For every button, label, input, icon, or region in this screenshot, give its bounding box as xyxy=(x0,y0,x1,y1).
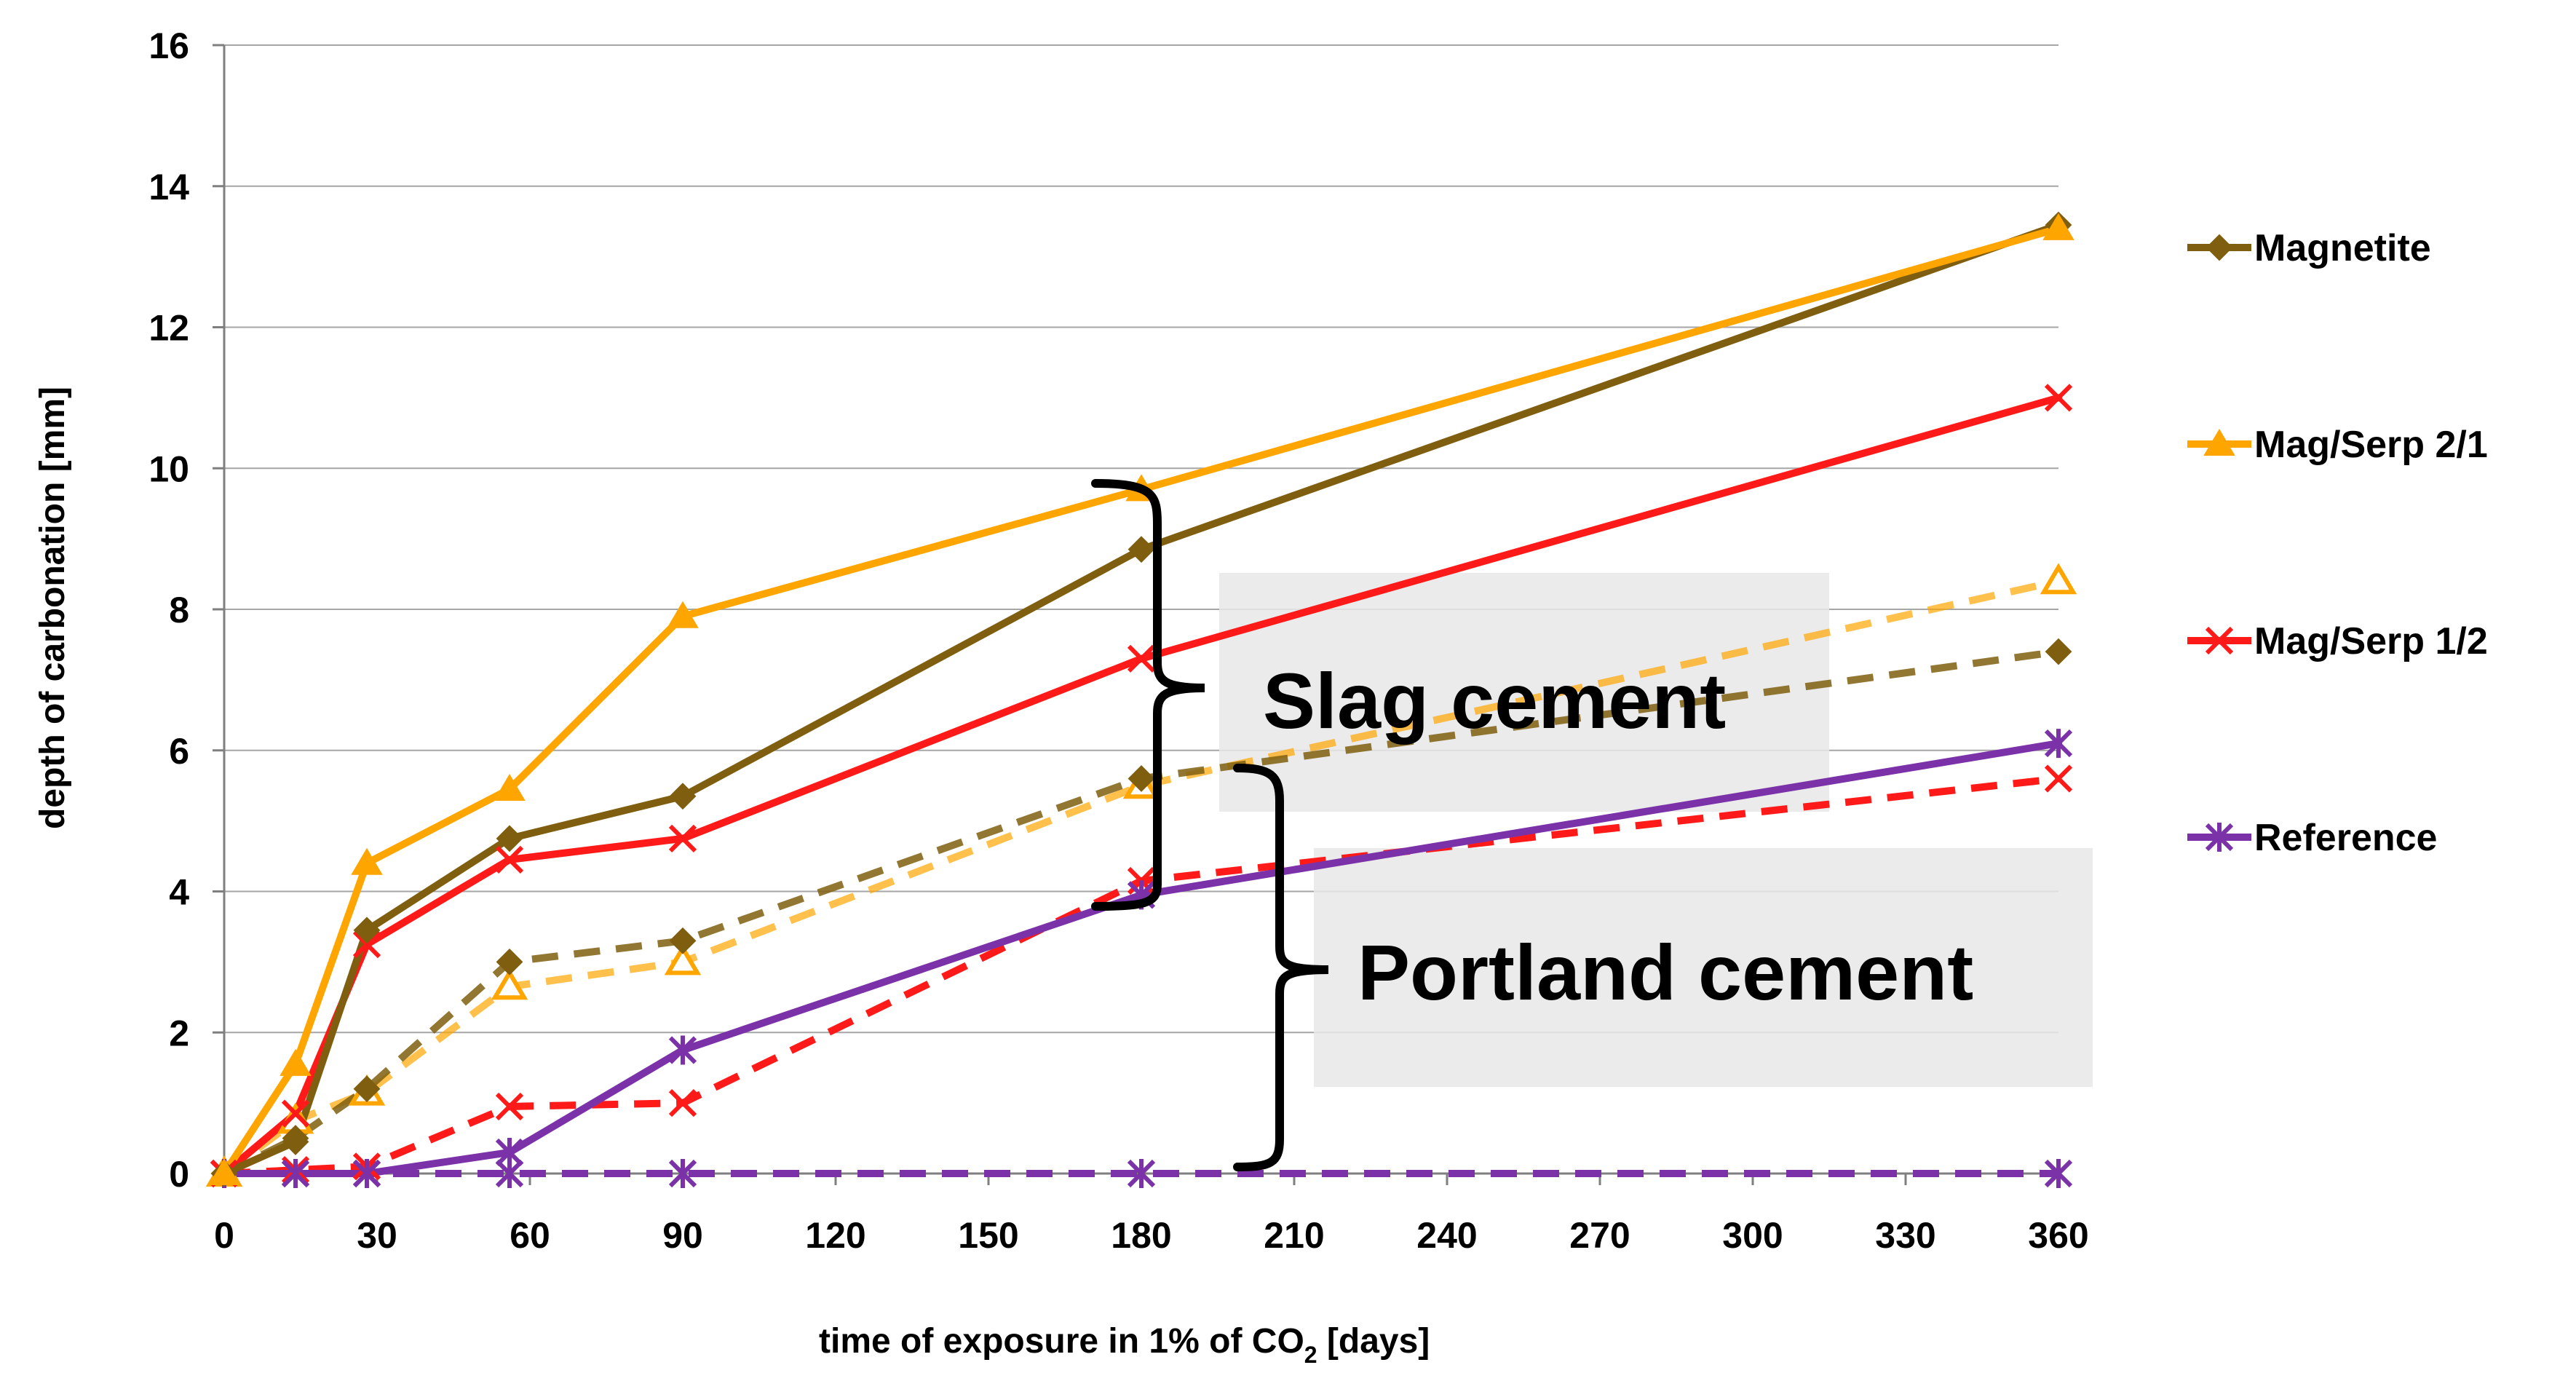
y-tick-label: 4 xyxy=(169,872,189,913)
slag-cement-brace xyxy=(1091,479,1205,911)
point-magnetite-slag-14 xyxy=(282,1128,309,1155)
x-tick-label: 30 xyxy=(357,1215,397,1256)
x-axis-title-main: time of exposure in 1% of CO xyxy=(819,1322,1304,1361)
x-tick-label: 0 xyxy=(214,1215,234,1256)
point-reference-slag-56 xyxy=(495,1137,524,1167)
slag-cement-shade xyxy=(1219,573,1829,812)
x-tick-label: 60 xyxy=(510,1215,550,1256)
point-mag-serp-1-2-slag-90 xyxy=(668,824,697,852)
point-mag-serp-1-2-portland-56 xyxy=(495,1092,524,1121)
point-mag-serp-1-2-portland-360 xyxy=(2044,764,2073,793)
point-reference-slag-360 xyxy=(2044,729,2073,759)
x-axis-title-subscript: 2 xyxy=(1304,1342,1317,1368)
portland-cement-shade xyxy=(1314,848,2093,1087)
legend-marker-reference xyxy=(2205,823,2234,852)
point-mag-serp-1-2-slag-180 xyxy=(1127,644,1156,673)
x-tick-label: 240 xyxy=(1416,1215,1477,1256)
point-mag-serp-2-1-slag-90 xyxy=(667,601,699,628)
point-magnetite-portland-180 xyxy=(1128,765,1155,792)
x-tick-label: 330 xyxy=(1875,1215,1935,1256)
point-mag-serp-1-2-slag-28 xyxy=(352,930,381,959)
legend-label-mag-serp-1-2: Mag/Serp 1/2 xyxy=(2254,620,2488,662)
point-magnetite-portland-28 xyxy=(353,1075,381,1103)
point-magnetite-portland-90 xyxy=(669,927,697,954)
portland-cement-label: Portland cement xyxy=(1358,928,1973,1016)
point-mag-serp-1-2-portland-90 xyxy=(668,1089,697,1117)
legend-marker-magnetite xyxy=(2206,234,2233,261)
point-mag-serp-2-1-slag-14 xyxy=(280,1048,312,1076)
y-tick-label: 12 xyxy=(148,308,189,349)
legend: Magnetite Mag/Serp 2/1 Mag/Serp 1/2 Referen… xyxy=(2187,227,2488,859)
point-magnetite-portland-360 xyxy=(2045,638,2072,665)
point-mag-serp-2-1-portland-360 xyxy=(2040,563,2077,595)
x-tick-label: 210 xyxy=(1264,1215,1324,1256)
point-magnetite-slag-90 xyxy=(669,783,697,810)
point-mag-serp-2-1-slag-28 xyxy=(351,847,383,875)
y-axis-title: depth of carbonation [mm] xyxy=(33,387,72,829)
point-mag-serp-1-2-slag-14 xyxy=(281,1099,310,1128)
legend-label-mag-serp-2-1: Mag/Serp 2/1 xyxy=(2254,424,2488,466)
x-tick-label: 360 xyxy=(2028,1215,2088,1256)
point-mag-serp-2-1-slag-56 xyxy=(494,774,526,802)
series-markers xyxy=(205,211,2077,1188)
gridlines xyxy=(224,44,2058,1034)
y-tick-label: 6 xyxy=(169,731,189,772)
point-mag-serp-1-2-slag-360 xyxy=(2044,384,2073,412)
x-tick-label: 150 xyxy=(958,1215,1018,1256)
point-reference-portland-90 xyxy=(668,1159,697,1188)
y-tick-label: 8 xyxy=(169,590,189,630)
x-axis-title: time of exposure in 1% of CO2 [days] xyxy=(819,1322,1430,1368)
x-tick-label: 180 xyxy=(1111,1215,1171,1256)
point-magnetite-portland-56 xyxy=(496,948,523,976)
point-mag-serp-2-1-portland-56 xyxy=(491,968,528,1000)
point-reference-slag-14 xyxy=(281,1159,310,1188)
x-tick-label: 300 xyxy=(1722,1215,1783,1256)
point-mag-serp-1-2-slag-56 xyxy=(495,845,524,874)
x-tick-label: 270 xyxy=(1569,1215,1630,1256)
point-magnetite-slag-180 xyxy=(1128,536,1155,563)
point-mag-serp-2-1-slag-360 xyxy=(2042,213,2074,240)
point-reference-portland-360 xyxy=(2044,1159,2073,1188)
point-magnetite-slag-56 xyxy=(496,825,523,852)
y-tick-label: 0 xyxy=(169,1154,189,1195)
y-tick-label: 14 xyxy=(148,167,189,207)
point-mag-serp-2-1-slag-0 xyxy=(208,1158,240,1185)
point-magnetite-slag-28 xyxy=(353,917,381,944)
legend-marker-mag-serp-1-2 xyxy=(2205,626,2234,655)
y-tick-label: 10 xyxy=(148,448,189,489)
point-reference-slag-28 xyxy=(352,1159,381,1188)
x-tick-label: 90 xyxy=(662,1215,703,1256)
slag-cement-label: Slag cement xyxy=(1263,657,1726,745)
y-tick-label: 16 xyxy=(148,25,189,66)
point-reference-portland-180 xyxy=(1127,1159,1156,1188)
legend-marker-mag-serp-2-1 xyxy=(2203,429,2235,456)
x-axis-title-suffix: [days] xyxy=(1317,1322,1430,1361)
y-tick-label: 2 xyxy=(169,1013,189,1053)
legend-label-reference: Reference xyxy=(2254,817,2437,859)
point-mag-serp-2-1-portland-90 xyxy=(664,943,702,976)
legend-label-magnetite: Magnetite xyxy=(2254,227,2431,269)
x-tick-label: 120 xyxy=(805,1215,865,1256)
point-reference-slag-90 xyxy=(668,1035,697,1065)
portland-cement-brace xyxy=(1233,764,1329,1171)
tick-labels: 0 2 4 6 8 10 12 14 16 0 30 60 90 120 150 180 210 240 270 30… xyxy=(148,25,2088,1256)
